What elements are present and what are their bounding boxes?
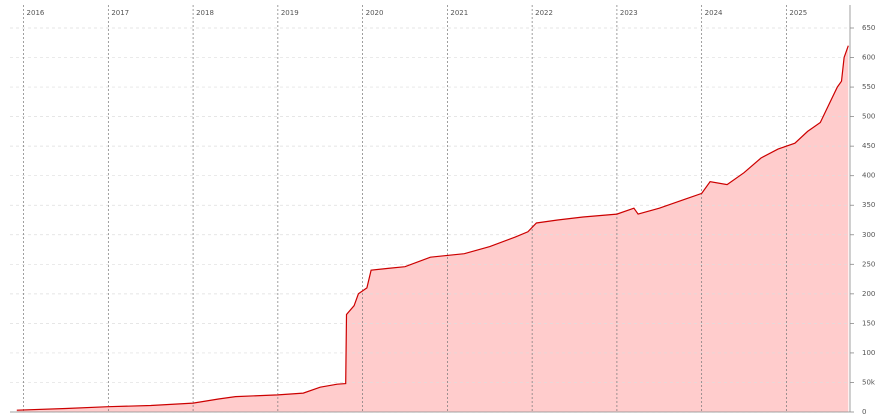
y-tick-label: 200k <box>862 290 875 298</box>
y-tick-label: 550k <box>862 83 875 91</box>
y-tick-label: 600k <box>862 54 875 62</box>
x-tick-label: 2023 <box>620 9 638 17</box>
area-fill <box>16 45 849 412</box>
x-tick-label: 2025 <box>789 9 807 17</box>
y-tick-label: 300k <box>862 231 875 239</box>
y-tick-label: 50k <box>862 378 875 386</box>
x-tick-label: 2018 <box>196 9 214 17</box>
y-tick-label: 350k <box>862 201 875 209</box>
x-tick-label: 2016 <box>27 9 45 17</box>
y-tick-label: 650k <box>862 24 875 32</box>
data-line <box>16 45 849 411</box>
x-tick-label: 2022 <box>535 9 553 17</box>
x-tick-label: 2021 <box>450 9 468 17</box>
y-tick-label: 500k <box>862 113 875 121</box>
y-tick-label: 400k <box>862 172 875 180</box>
x-tick-label: 2020 <box>366 9 384 17</box>
y-tick-label: 100k <box>862 349 875 357</box>
x-tick-label: 2019 <box>281 9 299 17</box>
y-tick-label: 250k <box>862 260 875 268</box>
y-tick-label: 450k <box>862 142 875 150</box>
x-tick-label: 2017 <box>111 9 129 17</box>
x-tick-label: 2024 <box>705 9 723 17</box>
y-tick-label: 150k <box>862 319 875 327</box>
y-tick-label: 0 <box>862 408 866 415</box>
